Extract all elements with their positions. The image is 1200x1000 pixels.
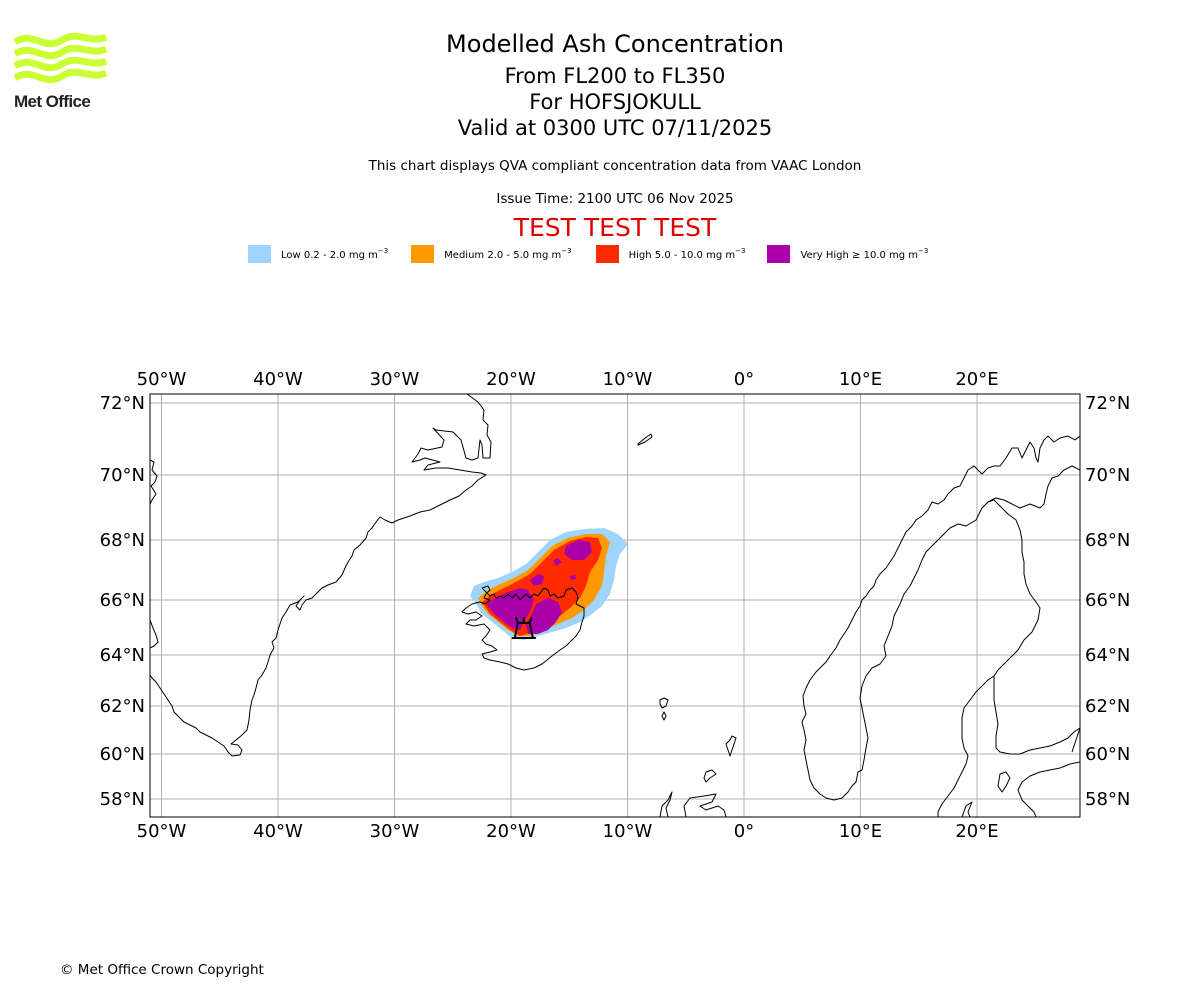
legend-item-medium: Medium 2.0 - 5.0 mg m−3 (411, 245, 572, 263)
ash-cloud (470, 528, 628, 640)
legend: Low 0.2 - 2.0 mg m−3 Medium 2.0 - 5.0 mg… (248, 244, 928, 264)
logo-wave (13, 68, 108, 84)
legend-item-very-high: Very High ≥ 10.0 mg m−3 (767, 245, 928, 263)
coastline-estonia (1017, 761, 1080, 817)
lat-tick-label-right: 58°N (1085, 789, 1130, 810)
legend-label-high: High 5.0 - 10.0 mg m−3 (628, 247, 746, 261)
copyright: © Met Office Crown Copyright (60, 962, 264, 978)
logo-text: Met Office (14, 92, 91, 111)
legend-swatch-very-high (767, 245, 791, 263)
lon-tick-label-bottom: 20°E (955, 821, 998, 842)
chart-title: Modelled Ash Concentration (446, 30, 784, 58)
coastline-faroe-islands (659, 697, 669, 721)
ash-area-very-high (530, 574, 544, 586)
coastline-scandinavia-interior (859, 499, 1080, 771)
ash-area-very-high (494, 594, 514, 610)
volcano-symbol (511, 616, 536, 639)
lon-tick-label-top: 20°W (486, 369, 536, 390)
logo-wave (13, 44, 108, 60)
legend-swatch-low (248, 245, 271, 263)
lat-tick-label-left: 66°N (100, 590, 145, 611)
volcano-marker-icon (511, 616, 536, 639)
lon-tick-label-top: 30°W (370, 369, 420, 390)
logo-wave (13, 56, 108, 72)
valid-time: Valid at 0300 UTC 07/11/2025 (457, 116, 773, 140)
lat-tick-label-right: 60°N (1085, 744, 1130, 765)
flight-levels: From FL200 to FL350 (504, 64, 726, 88)
lat-tick-label-left: 70°N (100, 465, 145, 486)
lon-tick-label-bottom: 10°E (839, 821, 882, 842)
lat-tick-label-right: 66°N (1085, 590, 1130, 611)
lat-tick-label-right: 62°N (1085, 696, 1130, 717)
lon-tick-label-top: 10°W (603, 369, 653, 390)
ash-area-very-high (553, 558, 562, 566)
lat-tick-label-left: 62°N (100, 696, 145, 717)
lat-tick-label-right: 64°N (1085, 645, 1130, 666)
coastline-gulf-of-bothnia (987, 465, 1080, 509)
coastline-finland-south (1071, 727, 1080, 753)
coastline-iceland (461, 585, 585, 671)
legend-label-low: Low 0.2 - 2.0 mg m−3 (281, 247, 389, 261)
lon-tick-label-bottom: 0° (734, 821, 754, 842)
coastlines (150, 394, 1080, 817)
coastline-gotland (997, 771, 1011, 793)
coastline-norway (801, 435, 1080, 801)
coastline-denmark (961, 801, 973, 817)
coastline-jan-mayen (637, 433, 653, 446)
axis-tick-labels: 50°W 50°W 40°W 40°W 30°W 30°W 20°W 20°W 10°W 10°W… (100, 369, 1131, 842)
lon-tick-label-top: 20°E (955, 369, 998, 390)
legend-item-low: Low 0.2 - 2.0 mg m−3 (248, 245, 388, 263)
map-background (150, 394, 1080, 817)
chart-description: This chart displays QVA compliant concen… (368, 158, 862, 174)
lat-tick-label-left: 64°N (100, 645, 145, 666)
met-office-waves-icon (13, 32, 108, 84)
coastline-greenland (150, 394, 492, 757)
coastline-shetland (725, 735, 737, 757)
lat-tick-label-left: 72°N (100, 393, 145, 414)
coastline-orkney (703, 769, 717, 783)
lat-tick-label-left: 60°N (100, 744, 145, 765)
legend-item-high: High 5.0 - 10.0 mg m−3 (595, 245, 746, 263)
lon-tick-label-bottom: 30°W (370, 821, 420, 842)
legend-swatch-medium (411, 245, 435, 263)
volcano-name: For HOFSJOKULL (529, 90, 701, 114)
lon-tick-label-top: 10°E (839, 369, 882, 390)
lon-tick-label-bottom: 40°W (253, 821, 303, 842)
legend-label-very-high: Very High ≥ 10.0 mg m−3 (800, 247, 929, 261)
logo-wave (13, 32, 108, 48)
lon-tick-label-top: 40°W (253, 369, 303, 390)
coastline-sweden-east (937, 675, 995, 817)
lon-tick-label-bottom: 20°W (486, 821, 536, 842)
lon-tick-label-bottom: 10°W (603, 821, 653, 842)
legend-swatch-high (595, 245, 619, 263)
issue-time: Issue Time: 2100 UTC 06 Nov 2025 (496, 191, 734, 207)
coastline-greenland-west (150, 459, 158, 505)
met-office-logo: Met Office (13, 30, 108, 112)
test-banner: TEST TEST TEST (513, 213, 717, 242)
coastline-scotland (683, 793, 727, 817)
coastline-greenland-west-2 (150, 619, 159, 649)
lat-tick-label-right: 72°N (1085, 393, 1130, 414)
lon-tick-label-top: 0° (734, 369, 754, 390)
lat-tick-label-left: 68°N (100, 530, 145, 551)
lat-tick-label-left: 58°N (100, 789, 145, 810)
ash-area-very-high (564, 540, 592, 560)
map-frame (149, 393, 1081, 818)
ash-area-very-high (570, 575, 576, 580)
coastline-hebrides (659, 791, 673, 817)
legend-label-medium: Medium 2.0 - 5.0 mg m−3 (444, 247, 572, 261)
lon-tick-label-top: 50°W (137, 369, 187, 390)
lat-tick-label-right: 68°N (1085, 530, 1130, 551)
ash-area-very-high (526, 598, 562, 634)
lat-tick-label-right: 70°N (1085, 465, 1130, 486)
lon-tick-label-bottom: 50°W (137, 821, 187, 842)
